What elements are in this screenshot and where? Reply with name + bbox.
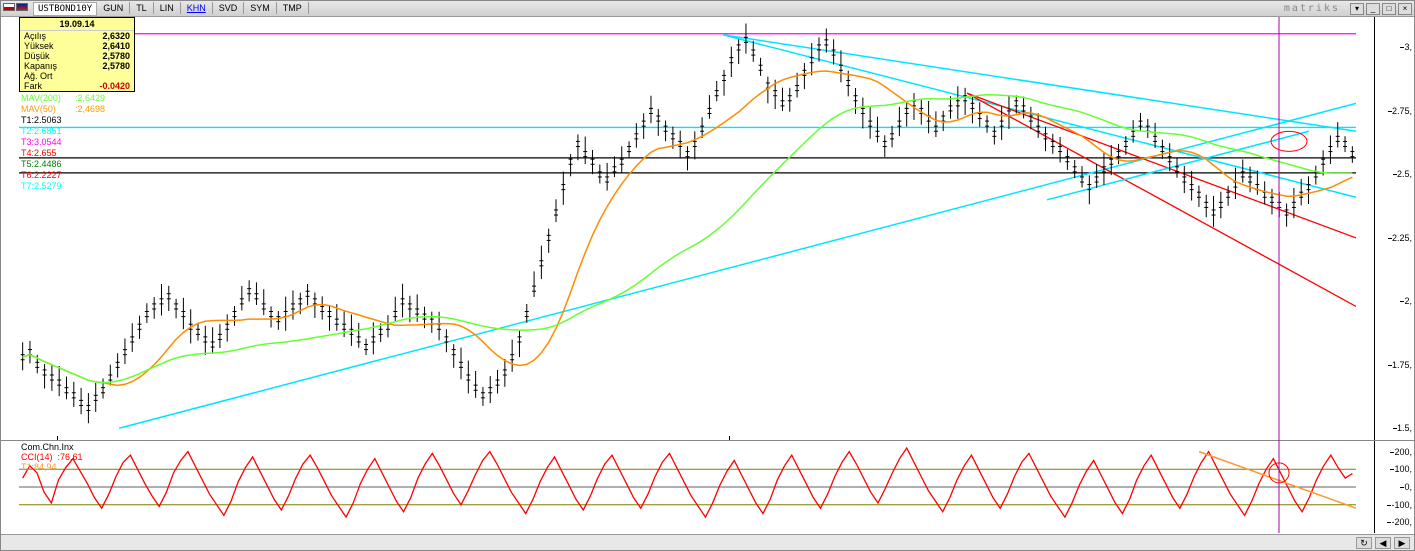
y-tick-label: 1.5, bbox=[1397, 423, 1412, 433]
ohlc-row: Fark-0.0420 bbox=[20, 81, 134, 91]
cci-legend: Com.Chn.Inx CCI(14) :76,61 T1:84,94 bbox=[21, 442, 83, 472]
close-button[interactable]: × bbox=[1398, 3, 1412, 15]
scroll-left-button[interactable]: ◀ bbox=[1375, 537, 1391, 549]
flag-icon bbox=[3, 3, 15, 11]
cci-y-tick: -200, bbox=[1391, 517, 1412, 527]
refresh-button[interactable]: ↻ bbox=[1356, 537, 1372, 549]
main-price-chart[interactable]: 1.5, 1.75, 2, 2.25, 2.5, 2.75, 3, 19.09.14 Açı… bbox=[1, 17, 1414, 441]
cci-y-tick: -100, bbox=[1391, 500, 1412, 510]
y-tick-label: 3, bbox=[1404, 42, 1412, 52]
indicator-entry: MAV(200):2,6429 bbox=[21, 93, 105, 104]
scroll-right-button[interactable]: ▶ bbox=[1394, 537, 1410, 549]
timeframe-tab-sym[interactable]: SYM bbox=[244, 2, 277, 14]
y-tick-label: 2.5, bbox=[1397, 169, 1412, 179]
timeframe-tab-svd[interactable]: SVD bbox=[213, 2, 245, 14]
indicator-entry: T2:2.6851 bbox=[21, 126, 105, 137]
ohlc-row: Yüksek2,6410 bbox=[20, 41, 134, 51]
ohlc-row: Düşük2,5780 bbox=[20, 51, 134, 61]
timeframe-tab-gun[interactable]: GUN bbox=[97, 2, 130, 14]
cci-label: CCI(14) bbox=[21, 452, 53, 462]
indicator-legend: MAV(200):2,6429MAV(50):2,4698T1:2.5063T2… bbox=[21, 93, 105, 192]
maximize-button[interactable]: □ bbox=[1382, 3, 1396, 15]
cci-y-tick: 0, bbox=[1404, 482, 1412, 492]
indicator-entry: T7:2.5279 bbox=[21, 181, 105, 192]
ohlc-data-box: 19.09.14 Açılış2,6320Yüksek2,6410Düşük2,… bbox=[19, 17, 135, 92]
cci-t1: T1:84,94 bbox=[21, 462, 83, 472]
cci-indicator-chart[interactable]: -200, -100, 0, 100, 200, Com.Chn.Inx CCI(14)… bbox=[1, 441, 1414, 533]
cci-y-tick: 200, bbox=[1394, 447, 1412, 457]
brand-label: matriks bbox=[1284, 3, 1340, 14]
cci-value: :76,61 bbox=[58, 452, 83, 462]
y-tick-label: 2.25, bbox=[1392, 233, 1412, 243]
cci-title: Com.Chn.Inx bbox=[21, 442, 83, 452]
cci-y-tick: 100, bbox=[1394, 464, 1412, 474]
status-bar: ↻ ◀ ▶ bbox=[1, 534, 1414, 550]
timeframe-tab-tmp[interactable]: TMP bbox=[277, 2, 309, 14]
chart-toolbar: USTBOND10Y GUNTLLINKHNSVDSYMTMP matriks … bbox=[1, 1, 1414, 17]
y-tick-label: 2.75, bbox=[1392, 106, 1412, 116]
ohlc-row: Ağ. Ort bbox=[20, 71, 134, 81]
timeframe-tab-khn[interactable]: KHN bbox=[181, 2, 213, 14]
y-tick-label: 2, bbox=[1404, 296, 1412, 306]
symbol-input[interactable]: USTBOND10Y bbox=[33, 2, 97, 16]
indicator-entry: T6:2.2227 bbox=[21, 170, 105, 181]
region-flags bbox=[3, 3, 28, 11]
minimize-button[interactable]: _ bbox=[1366, 3, 1380, 15]
y-tick-label: 1.75, bbox=[1392, 360, 1412, 370]
indicator-entry: MAV(50):2,4698 bbox=[21, 104, 105, 115]
ohlc-row: Kapanış2,5780 bbox=[20, 61, 134, 71]
timeframe-tab-lin[interactable]: LIN bbox=[154, 2, 181, 14]
indicator-entry: T4:2.655 bbox=[21, 148, 105, 159]
ohlc-date: 19.09.14 bbox=[20, 18, 134, 31]
indicator-entry: T3:3.0544 bbox=[21, 137, 105, 148]
flag-icon bbox=[16, 3, 28, 11]
timeframe-tab-tl[interactable]: TL bbox=[130, 2, 154, 14]
price-axis: 1.5, 1.75, 2, 2.25, 2.5, 2.75, 3, bbox=[1374, 17, 1414, 440]
indicator-entry: T1:2.5063 bbox=[21, 115, 105, 126]
ohlc-row: Açılış2,6320 bbox=[20, 31, 134, 41]
dropdown-button[interactable]: ▾ bbox=[1350, 3, 1364, 15]
cci-axis: -200, -100, 0, 100, 200, bbox=[1374, 441, 1414, 533]
indicator-entry: T5:2.4486 bbox=[21, 159, 105, 170]
